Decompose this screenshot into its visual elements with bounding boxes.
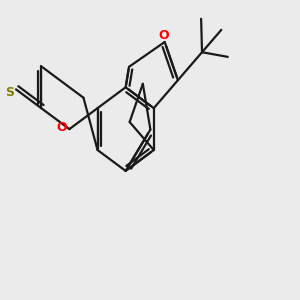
- Text: O: O: [57, 121, 67, 134]
- Text: O: O: [158, 29, 169, 43]
- Text: S: S: [5, 86, 14, 99]
